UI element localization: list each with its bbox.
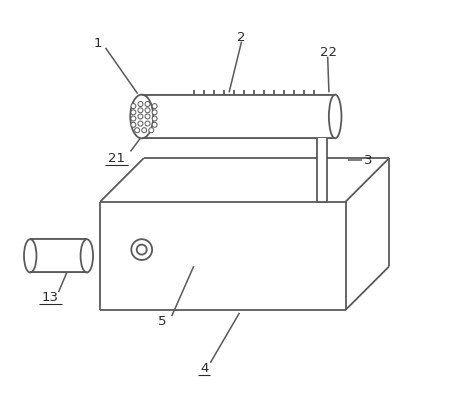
- Circle shape: [145, 108, 150, 113]
- Circle shape: [131, 239, 152, 260]
- Circle shape: [131, 116, 136, 121]
- Text: 2: 2: [237, 31, 246, 44]
- Circle shape: [138, 108, 143, 113]
- Circle shape: [152, 116, 157, 121]
- Text: 22: 22: [321, 45, 337, 59]
- Ellipse shape: [130, 95, 153, 138]
- Ellipse shape: [329, 95, 341, 138]
- Text: 13: 13: [42, 291, 59, 304]
- Circle shape: [149, 128, 154, 133]
- Circle shape: [145, 121, 150, 126]
- Circle shape: [152, 122, 157, 127]
- Bar: [142, 94, 335, 138]
- Circle shape: [131, 104, 136, 109]
- Circle shape: [135, 128, 140, 133]
- Circle shape: [152, 104, 157, 109]
- Text: 3: 3: [364, 154, 373, 167]
- Circle shape: [145, 114, 150, 119]
- Circle shape: [137, 245, 147, 255]
- Ellipse shape: [80, 239, 93, 272]
- Text: 4: 4: [200, 362, 208, 375]
- Text: 21: 21: [108, 151, 125, 165]
- Ellipse shape: [24, 239, 36, 272]
- Circle shape: [152, 110, 157, 115]
- Circle shape: [142, 128, 147, 133]
- Circle shape: [145, 102, 150, 106]
- Bar: [30, 239, 87, 272]
- Circle shape: [138, 121, 143, 126]
- Text: 5: 5: [158, 314, 167, 328]
- Text: 1: 1: [94, 37, 102, 50]
- Circle shape: [138, 102, 143, 106]
- Bar: [317, 138, 327, 202]
- Circle shape: [131, 110, 136, 115]
- Polygon shape: [345, 158, 389, 310]
- Polygon shape: [100, 158, 389, 202]
- Circle shape: [138, 114, 143, 119]
- Circle shape: [131, 122, 136, 127]
- Bar: [100, 202, 345, 310]
